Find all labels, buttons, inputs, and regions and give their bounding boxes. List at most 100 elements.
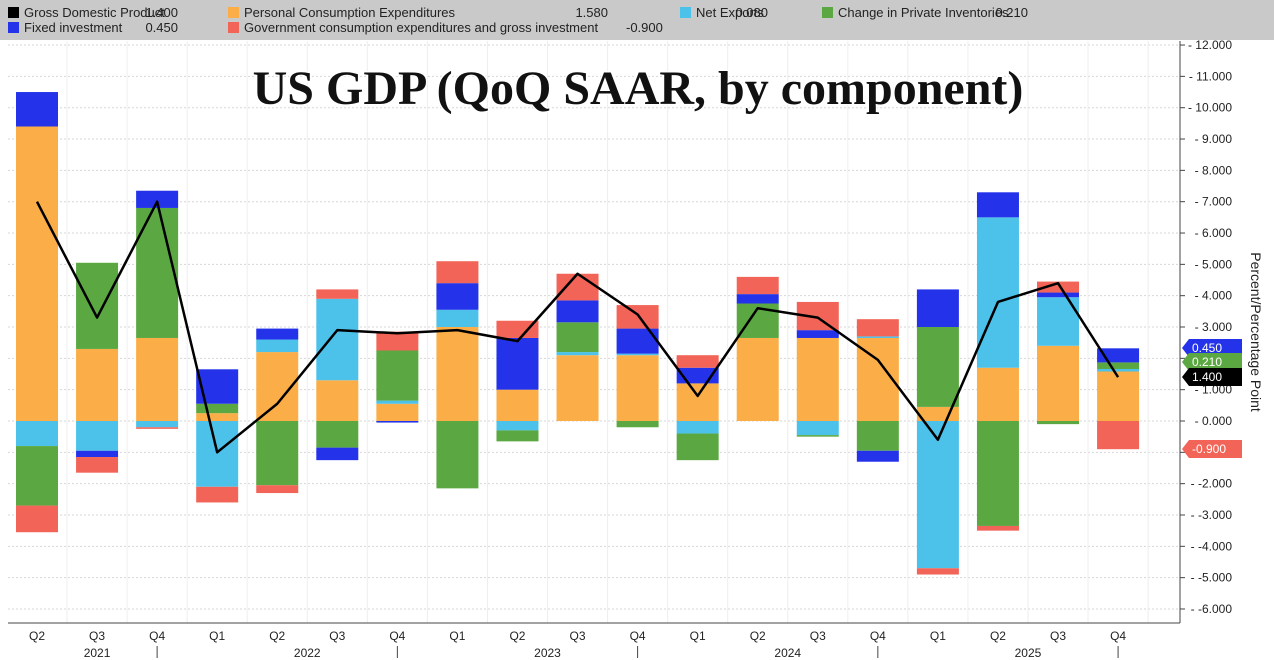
legend-item-gov[interactable]: Government consumption expenditures and … [228, 20, 663, 35]
legend-item-pce[interactable]: Personal Consumption Expenditures 1.580 [228, 5, 608, 20]
legend-bar [0, 0, 1274, 40]
flag-value-inv: 0.210 [1192, 355, 1222, 369]
bar-segment-inv [796, 435, 839, 437]
y-tick-label: - 7.000 [1195, 195, 1233, 209]
bar-segment-gov [196, 486, 239, 503]
bar-segment-pce [1037, 345, 1080, 421]
bar-segment-nx [256, 339, 299, 353]
legend-swatch-nx [680, 7, 691, 18]
bar-segment-gov [976, 525, 1019, 531]
flag-shape-gdp [1182, 368, 1242, 386]
bar-segment-gov [376, 331, 419, 351]
flag-gdp: 1.400 [1182, 368, 1242, 386]
bar-segment-inv [856, 421, 899, 451]
y-tick-label: - -6.000 [1191, 602, 1233, 616]
bar-segment-nx [376, 400, 419, 404]
bar-segment-nx [556, 352, 599, 356]
bar-segment-fix [736, 294, 779, 304]
x-tick-label: Q1 [930, 629, 946, 643]
bar-segment-inv [616, 421, 659, 428]
x-tick-label: Q2 [269, 629, 285, 643]
x-year-label: 2024 [774, 646, 801, 660]
bar-segment-pce [136, 337, 179, 421]
legend-swatch-inv [822, 7, 833, 18]
y-axis-title: Percent/Percentage Point [1248, 252, 1264, 412]
bar-segment-pce [616, 355, 659, 421]
x-tick-label: Q1 [209, 629, 225, 643]
x-tick-label: Q3 [1050, 629, 1066, 643]
bar-segment-pce [976, 367, 1019, 421]
legend-label-fix: Fixed investment [24, 20, 123, 35]
flag-value-gdp: 1.400 [1192, 370, 1222, 384]
flag-inv: 0.210 [1182, 353, 1242, 371]
bar-segment-inv [1037, 421, 1080, 425]
bar-segment-fix [796, 330, 839, 338]
legend-label-nx: Net Exports [696, 5, 764, 20]
x-axis: Q2 Q3 Q4 Q1 Q2 Q3 Q4 Q1 Q2 Q3 Q4 Q1 Q2 Q3 Q4 Q1 Q2 Q3 Q4 20… [8, 622, 1180, 660]
bar-segment-fix [1037, 292, 1080, 298]
y-tick-label: - 10.000 [1188, 101, 1232, 115]
legend-value-gov: -0.900 [626, 20, 663, 35]
bar-segment-nx [436, 309, 479, 328]
flag-value-gov: -0.900 [1192, 442, 1226, 456]
bar-segment-inv [496, 430, 539, 442]
bar-segment-nx [76, 421, 119, 451]
bar-segment-gov [736, 276, 779, 295]
x-year-label: 2022 [294, 646, 321, 660]
legend-label-gov: Government consumption expenditures and … [244, 20, 598, 35]
y-tick-label: - 3.000 [1195, 320, 1233, 334]
gdp-line-layer [35, 200, 1120, 454]
bar-segment-pce [316, 380, 359, 421]
x-tick-label: Q3 [329, 629, 345, 643]
bar-segment-fix [376, 421, 419, 423]
x-tick-label: Q2 [29, 629, 45, 643]
flag-shape-gov [1182, 440, 1242, 458]
bar-segment-pce [796, 337, 839, 421]
legend-label-pce: Personal Consumption Expenditures [244, 5, 456, 20]
bar-segment-inv [76, 262, 119, 349]
y-tick-label: - -3.000 [1191, 508, 1233, 522]
legend-value-fix: 0.450 [145, 20, 178, 35]
x-tick-label: Q4 [1110, 629, 1126, 643]
y-tick-label: - 9.000 [1195, 132, 1233, 146]
x-tick-label: Q1 [690, 629, 706, 643]
bar-segment-gov [1097, 421, 1140, 450]
flag-fix: 0.450 [1182, 339, 1242, 357]
bar-segment-pce [676, 383, 719, 421]
bar-segment-gov [256, 485, 299, 494]
bar-segment-pce [16, 126, 58, 422]
x-tick-label: Q3 [810, 629, 826, 643]
bar-segment-pce [76, 348, 119, 421]
y-tick-label: - 11.000 [1189, 69, 1232, 83]
legend-swatch-fix [8, 22, 19, 33]
y-tick-label: - 12.000 [1188, 38, 1232, 52]
y-tick-label: - 1.000 [1195, 383, 1233, 397]
x-year-label: 2021 [84, 646, 111, 660]
y-tick-label: - -5.000 [1191, 571, 1233, 585]
x-year-label: 2023 [534, 646, 561, 660]
bar-segment-nx [136, 421, 179, 428]
chart-title: US GDP (QoQ SAAR, by component) [253, 62, 1024, 115]
x-tick-label: Q4 [389, 629, 405, 643]
bar-segment-inv [256, 421, 299, 486]
bar-segment-gov [76, 457, 119, 473]
bar-segment-pce [436, 327, 479, 421]
bar-segment-gov [676, 355, 719, 368]
bar-segment-fix [16, 92, 58, 127]
flag-value-fix: 0.450 [1192, 341, 1222, 355]
legend-swatch-gov [228, 22, 239, 33]
legend-item-fix[interactable]: Fixed investment 0.450 [8, 20, 178, 35]
legend-value-nx: 0.080 [735, 5, 768, 20]
legend-value-inv: 0.210 [995, 5, 1028, 20]
bar-segment-fix [556, 300, 599, 323]
x-tick-label: Q2 [750, 629, 766, 643]
legend-swatch-pce [228, 7, 239, 18]
y-tick-label: - 0.000 [1195, 414, 1233, 428]
bar-segment-nx [16, 421, 58, 447]
x-tick-label: Q3 [570, 629, 586, 643]
bar-segment-nx [316, 298, 359, 381]
